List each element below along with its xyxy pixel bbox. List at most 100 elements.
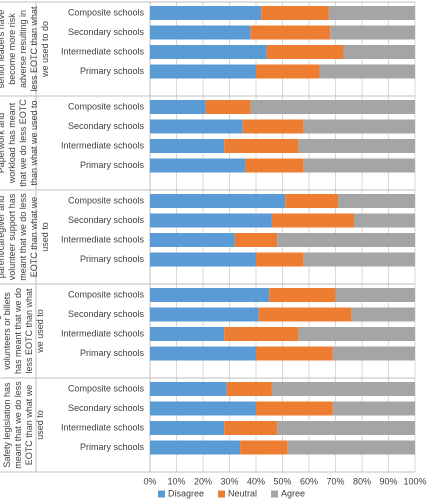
bar-segment (287, 440, 415, 455)
bar-segment (335, 288, 415, 302)
bar-segment (240, 440, 288, 455)
y-tick-label: Secondary schools (68, 215, 145, 225)
x-tick-label: 20% (194, 476, 212, 486)
bar-segment (150, 288, 270, 302)
legend-label: Disagree (168, 488, 204, 498)
bar-segment (338, 194, 415, 208)
x-tick-label: 90% (379, 476, 397, 486)
x-tick-label: 100% (403, 476, 426, 486)
y-tick-label: Composite schools (68, 383, 145, 393)
x-tick-label: 80% (353, 476, 371, 486)
bar-segment (150, 213, 272, 228)
y-tick-label: Composite schools (68, 195, 145, 205)
bar-segment (150, 6, 262, 20)
group-label: The new Health and Safety legislation ha… (0, 381, 45, 469)
bar-segment (150, 421, 225, 435)
bar-segment (226, 382, 272, 396)
bar-segment (285, 194, 339, 208)
bar-segment (277, 233, 415, 247)
x-tick-label: 10% (167, 476, 185, 486)
y-tick-label: Secondary schools (68, 121, 145, 131)
y-tick-label: Secondary schools (68, 27, 145, 37)
bar-segment (224, 327, 299, 341)
y-tick-label: Primary schools (80, 66, 145, 76)
x-tick-label: 60% (300, 476, 318, 486)
bar-segment (150, 233, 235, 247)
bar-segment (234, 233, 278, 247)
group-label: School Boards and senior leaders have be… (0, 6, 50, 92)
bar-segment (150, 194, 286, 208)
bar-segment (150, 307, 259, 322)
legend-swatch (158, 490, 165, 498)
bar-segment (150, 327, 225, 341)
group-label: Paperwork and workload has meant that we… (0, 99, 39, 187)
bar-segment (250, 100, 415, 114)
bar-segment (256, 401, 333, 416)
bar-segment (150, 252, 256, 267)
bar-segment (330, 25, 415, 40)
group-label: Police vetting of all volunteers or bill… (0, 287, 45, 375)
y-tick-label: Composite schools (68, 101, 145, 111)
bar-segment (271, 382, 415, 396)
bar-segment (224, 421, 278, 435)
y-tick-label: Intermediate schools (61, 234, 145, 244)
bar-segment (298, 139, 415, 153)
bar-segment (303, 158, 415, 173)
bar-segment (303, 119, 415, 134)
bar-segment (150, 139, 225, 153)
bar-segment (332, 346, 415, 361)
bar-segment (298, 327, 415, 341)
y-tick-label: Intermediate schools (61, 422, 145, 432)
bar-segment (256, 64, 320, 79)
legend-swatch (271, 490, 279, 498)
x-tick-label: 30% (220, 476, 238, 486)
bar-segment (150, 440, 241, 455)
bar-segment (319, 64, 415, 79)
y-tick-label: Secondary schools (68, 309, 145, 319)
x-tick-label: 50% (273, 476, 291, 486)
y-tick-label: Composite schools (68, 289, 145, 299)
bar-segment (332, 401, 415, 416)
bar-segment (150, 45, 267, 59)
legend-label: Agree (281, 488, 305, 498)
legend-label: Neutral (228, 488, 257, 498)
bar-segment (150, 158, 246, 173)
bar-segment (150, 346, 256, 361)
bar-segment (256, 346, 333, 361)
bar-segment (258, 307, 352, 322)
bar-segment (245, 158, 304, 173)
y-tick-label: Composite schools (68, 7, 145, 17)
bar-segment (343, 45, 415, 59)
bar-segment (261, 6, 329, 20)
bar-segment (277, 421, 415, 435)
y-tick-label: Primary schools (80, 160, 145, 170)
legend-swatch (218, 490, 226, 498)
bar-segment (269, 288, 336, 302)
bar-segment (328, 6, 415, 20)
bar-segment (150, 25, 251, 40)
bar-segment (150, 401, 256, 416)
group-label: Difficulty getting parent/caregiver and … (0, 193, 50, 281)
bar-segment (250, 25, 331, 40)
bar-segment (150, 119, 243, 134)
bar-segment (351, 307, 415, 322)
y-tick-label: Intermediate schools (61, 46, 145, 56)
bar-segment (150, 100, 206, 114)
bar-segment (354, 213, 415, 228)
y-tick-label: Intermediate schools (61, 328, 145, 338)
bar-segment (303, 252, 415, 267)
x-tick-label: 40% (247, 476, 265, 486)
y-tick-label: Secondary schools (68, 403, 145, 413)
y-tick-label: Primary schools (80, 442, 145, 452)
bar-segment (266, 45, 344, 59)
bar-segment (150, 64, 256, 79)
bar-segment (271, 213, 355, 228)
y-tick-label: Primary schools (80, 254, 145, 264)
bar-segment (224, 139, 299, 153)
x-tick-label: 70% (326, 476, 344, 486)
x-tick-label: 0% (143, 476, 156, 486)
y-tick-label: Intermediate schools (61, 140, 145, 150)
bar-segment (242, 119, 304, 134)
